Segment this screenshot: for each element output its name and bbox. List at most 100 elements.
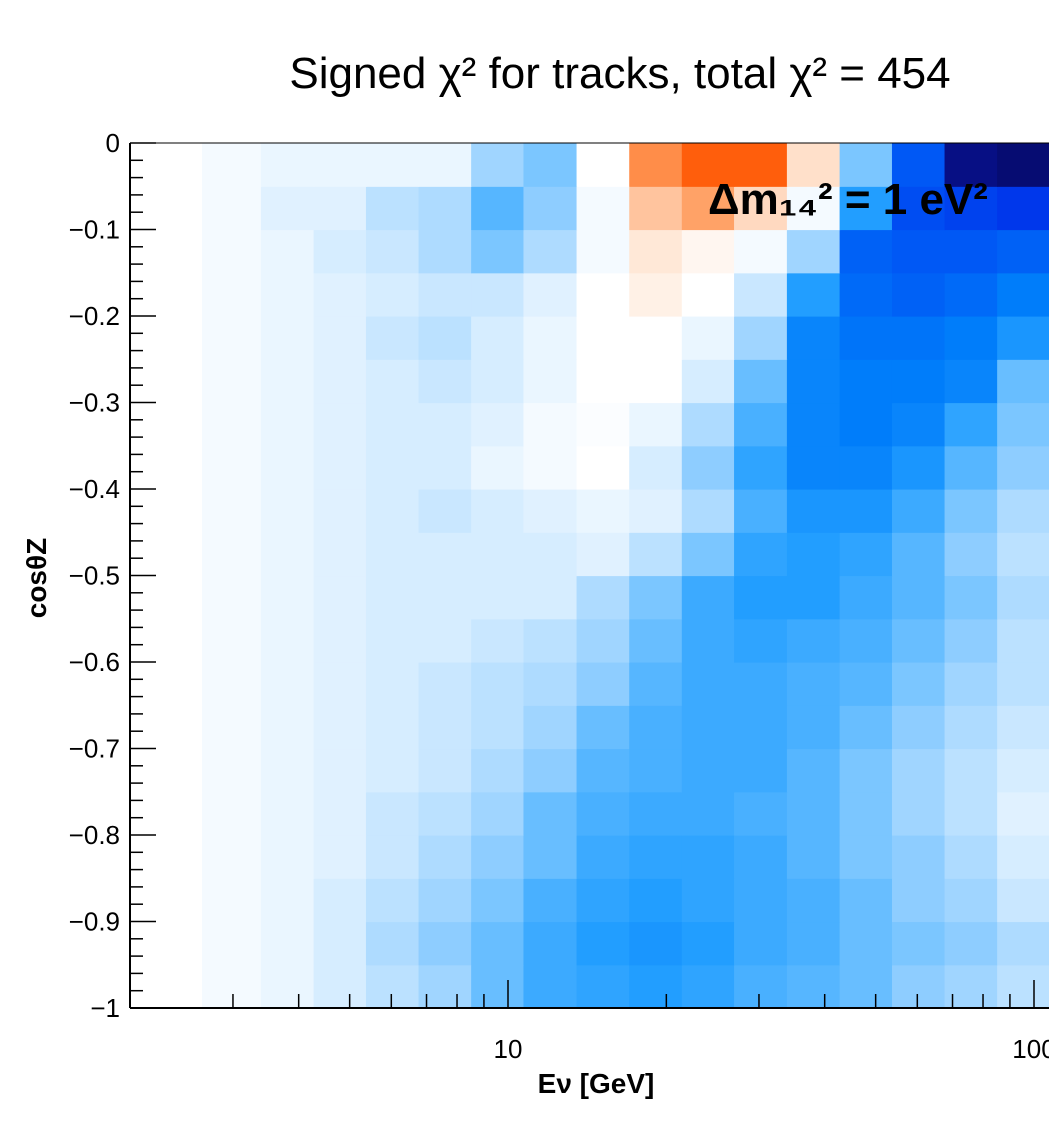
heatmap-cell (202, 835, 262, 879)
heatmap-cell (260, 575, 315, 620)
heatmap-cell (365, 229, 420, 274)
heatmap-cell (891, 402, 946, 447)
heatmap-cell (471, 878, 525, 923)
heatmap-cell (944, 748, 998, 793)
heatmap-cell (471, 575, 525, 620)
y-tick-label: −0.9 (69, 907, 120, 937)
heatmap-cell (471, 748, 525, 793)
heatmap-cell (891, 618, 946, 663)
heatmap-cell (576, 402, 630, 447)
heatmap-cell (891, 835, 946, 879)
heatmap-cell (997, 272, 1049, 317)
heatmap-cell (576, 186, 630, 231)
heatmap-cell (471, 835, 525, 879)
heatmap-cell (786, 143, 841, 187)
y-tick-label: −0.4 (69, 474, 120, 504)
heatmap-cell (839, 748, 893, 793)
heatmap-cell (944, 618, 998, 663)
heatmap-cell (839, 402, 893, 447)
heatmap-cell (576, 359, 630, 404)
heatmap-cell (260, 705, 315, 750)
x-tick-label: 100 (1012, 1034, 1049, 1064)
heatmap-cell (839, 964, 893, 1008)
heatmap-cell (313, 316, 367, 360)
heatmap-cell (839, 532, 893, 577)
heatmap-cell (734, 748, 788, 793)
heatmap-cell (471, 489, 525, 533)
y-axis: 0 −0.1 −0.2 −0.3 −0.4 −0.5 −0.6 −0.7 −0.8 −0.9 −1 (69, 128, 156, 1023)
heatmap-cell (418, 445, 472, 490)
heatmap-cell (891, 229, 946, 274)
heatmap-cell (313, 186, 367, 231)
heatmap-cell (786, 359, 841, 404)
heatmap-cell (523, 143, 578, 187)
heatmap-cell (944, 835, 998, 879)
heatmap-cell (944, 143, 998, 187)
heatmap-cell (140, 186, 203, 231)
heatmap-cell (629, 964, 683, 1008)
heatmap-cell (681, 835, 735, 879)
heatmap-cell (471, 618, 525, 663)
heatmap-cell (576, 229, 630, 274)
heatmap-cell (418, 575, 472, 620)
heatmap-cell (681, 618, 735, 663)
heatmap-cell (140, 143, 203, 187)
heatmap-cell (786, 748, 841, 793)
heatmap-cell (576, 445, 630, 490)
heatmap-cell (786, 835, 841, 879)
heatmap-cell (734, 445, 788, 490)
heatmap-cell (839, 878, 893, 923)
heatmap-cell (260, 618, 315, 663)
heatmap-cell (140, 229, 203, 274)
y-tick-label: −0.1 (69, 215, 120, 245)
heatmap-cell (997, 229, 1049, 274)
heatmap-cell (997, 402, 1049, 447)
heatmap-cell (891, 143, 946, 187)
heatmap-cell (140, 878, 203, 923)
heatmap-cell (523, 575, 578, 620)
heatmap-cell (523, 532, 578, 577)
heatmap-cell (576, 532, 630, 577)
heatmap-cell (629, 618, 683, 663)
heatmap-cell (523, 878, 578, 923)
heatmap-cell (140, 575, 203, 620)
heatmap-cell (839, 316, 893, 360)
heatmap-cell (629, 662, 683, 706)
heatmap-cell (997, 705, 1049, 750)
heatmap-cell (313, 359, 367, 404)
heatmap-cell (786, 445, 841, 490)
heatmap-cell (629, 791, 683, 836)
heatmap-cell (944, 316, 998, 360)
heatmap-cell (313, 878, 367, 923)
heatmap-cell (523, 791, 578, 836)
heatmap-cell (786, 705, 841, 750)
heatmap-cell (365, 791, 420, 836)
heatmap-cell (839, 186, 893, 231)
heatmap-cell (786, 791, 841, 836)
heatmap-cell (523, 229, 578, 274)
heatmap-cell (997, 878, 1049, 923)
heatmap-cell (839, 359, 893, 404)
heatmap-cell (997, 143, 1049, 187)
heatmap-cell (523, 748, 578, 793)
heatmap-cell (839, 445, 893, 490)
heatmap-cell (365, 532, 420, 577)
heatmap-cell (202, 748, 262, 793)
heatmap-cell (523, 921, 578, 966)
heatmap-cell (839, 705, 893, 750)
heatmap-cell (260, 791, 315, 836)
heatmap-cell (140, 791, 203, 836)
heatmap-cell (681, 272, 735, 317)
y-axis-label: cosθZ (21, 538, 52, 619)
heatmap-cell (260, 964, 315, 1008)
y-tick-label: −0.7 (69, 734, 120, 764)
heatmap-cell (471, 316, 525, 360)
heatmap-cell (629, 835, 683, 879)
heatmap-cell (944, 878, 998, 923)
heatmap-cell (997, 662, 1049, 706)
heatmap-cell (576, 835, 630, 879)
heatmap-cell (576, 575, 630, 620)
heatmap-cell (944, 489, 998, 533)
heatmap-cell (734, 921, 788, 966)
heatmap-cell (891, 748, 946, 793)
